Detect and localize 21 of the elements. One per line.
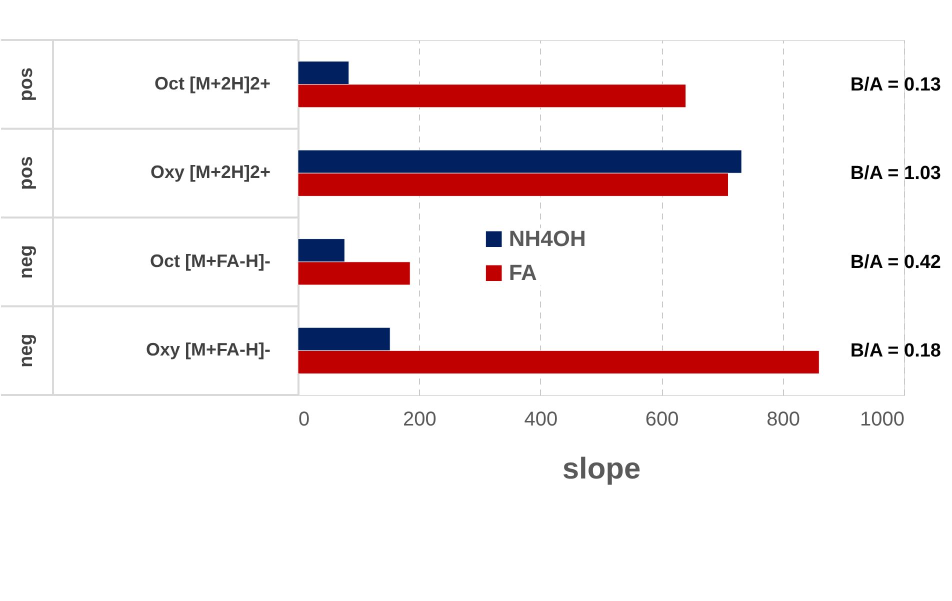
x-tick-label: 600 (645, 408, 679, 430)
x-tick-label: 400 (524, 408, 558, 430)
x-axis-title: slope (562, 452, 641, 486)
y-tick-label: Oct [M+2H]2+ (154, 73, 270, 94)
y-tick-label: Oxy [M+FA-H]- (146, 340, 270, 360)
text: neg (16, 334, 37, 368)
x-tick-label: 800 (766, 408, 800, 430)
legend-label: FA (508, 260, 538, 286)
annotation: B/A = 0.18 (850, 340, 941, 362)
legend-label: NH4OH (508, 226, 586, 252)
text: pos (16, 156, 37, 190)
y-tick-label: Oct [M+FA-H]- (150, 250, 270, 271)
x-tick-label: 1000 (860, 408, 904, 430)
x-tick-label: 200 (403, 408, 436, 430)
annotation: B/A = 1.03 (850, 163, 941, 184)
annotation: B/A = 0.13 (850, 74, 941, 96)
text: pos (16, 67, 37, 102)
annotation: B/A = 0.42 (850, 252, 941, 273)
text: neg (16, 244, 37, 279)
x-tick-label: 0 (298, 408, 310, 430)
y-tick-label: Oxy [M+2H]2+ (150, 162, 270, 182)
